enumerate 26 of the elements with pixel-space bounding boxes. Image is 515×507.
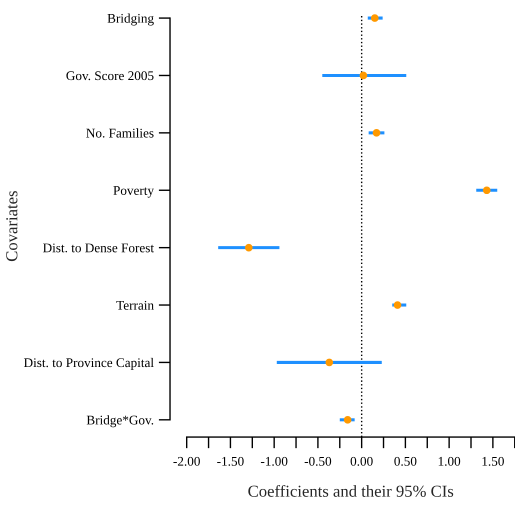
point (372, 129, 380, 137)
point (370, 14, 379, 22)
point (360, 72, 368, 80)
y-tick-label: Dist. to Dense Forest (43, 243, 154, 252)
x-axis-title: Coefficients and their 95% CIs (248, 484, 454, 497)
y-axis-title: Covariates (6, 191, 18, 262)
x-tick-label: 1.50 (482, 456, 504, 466)
x-tick-label: 1.00 (438, 456, 460, 466)
y-tick-label: Bridging (108, 14, 154, 26)
y-tick-label: Dist. to Province Capital (24, 358, 154, 370)
point (394, 301, 402, 309)
point (344, 416, 352, 424)
x-tick-label: -2.00 (173, 456, 200, 466)
x-tick-label: -1.00 (260, 456, 288, 466)
point (244, 244, 253, 252)
x-tick-label: -1.50 (217, 456, 244, 466)
x-tick-label: 0.50 (394, 456, 416, 466)
point (482, 186, 491, 194)
y-tick-label: Bridge*Gov. (86, 415, 154, 428)
y-tick-label: Poverty (113, 186, 154, 198)
y-tick-label: Gov. Score 2005 (66, 71, 154, 80)
y-tick-label: Terrain (116, 300, 154, 310)
x-tick-label: 0.00 (350, 456, 373, 466)
point (325, 358, 334, 366)
x-tick-label: -0.50 (304, 456, 332, 466)
y-tick-label: No. Families (86, 128, 154, 138)
